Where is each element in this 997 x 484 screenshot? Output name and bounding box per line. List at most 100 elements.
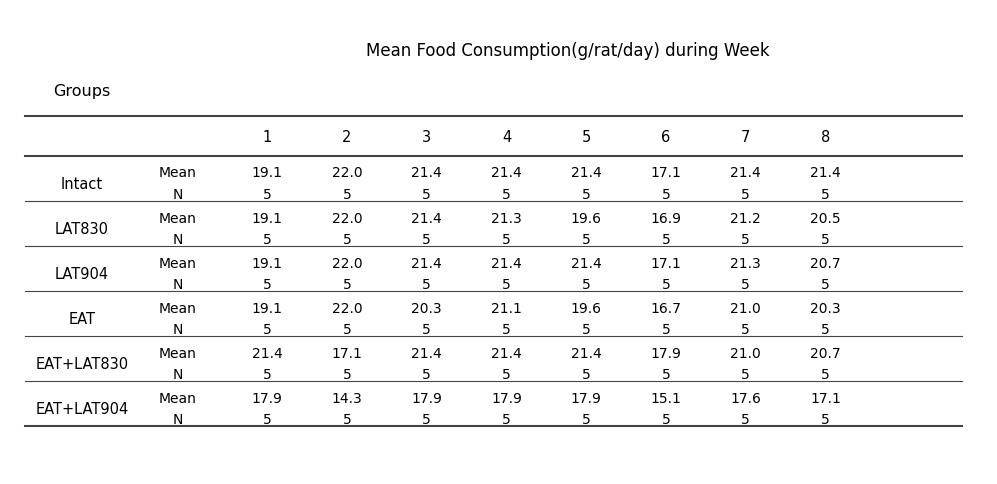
Text: 5: 5	[263, 277, 271, 291]
Text: 17.9: 17.9	[571, 392, 601, 406]
Text: 5: 5	[423, 232, 431, 246]
Text: 21.4: 21.4	[571, 166, 601, 181]
Text: 21.4: 21.4	[412, 212, 442, 226]
Text: 5: 5	[582, 412, 590, 426]
Text: 17.1: 17.1	[811, 392, 840, 406]
Text: 17.9: 17.9	[412, 392, 442, 406]
Text: 21.0: 21.0	[731, 302, 761, 316]
Text: 5: 5	[582, 277, 590, 291]
Text: 21.4: 21.4	[731, 166, 761, 181]
Text: 1: 1	[262, 131, 272, 145]
Text: 5: 5	[662, 412, 670, 426]
Text: 19.1: 19.1	[251, 257, 283, 271]
Text: 5: 5	[742, 277, 750, 291]
Text: 15.1: 15.1	[651, 392, 681, 406]
Text: 22.0: 22.0	[332, 302, 362, 316]
Text: 5: 5	[582, 187, 590, 201]
Text: 21.3: 21.3	[492, 212, 521, 226]
Text: 5: 5	[423, 412, 431, 426]
Text: 5: 5	[822, 322, 830, 336]
Text: 19.6: 19.6	[570, 212, 602, 226]
Text: 21.4: 21.4	[811, 166, 840, 181]
Text: Mean: Mean	[159, 392, 196, 406]
Text: N: N	[172, 277, 182, 291]
Text: 5: 5	[502, 367, 510, 381]
Text: 5: 5	[742, 367, 750, 381]
Text: EAT+LAT904: EAT+LAT904	[35, 402, 129, 417]
Text: 5: 5	[502, 322, 510, 336]
Text: 21.3: 21.3	[731, 257, 761, 271]
Text: Groups: Groups	[53, 85, 111, 99]
Text: 16.7: 16.7	[651, 302, 681, 316]
Text: 5: 5	[582, 322, 590, 336]
Text: 21.4: 21.4	[492, 166, 521, 181]
Text: 5: 5	[343, 277, 351, 291]
Text: 21.4: 21.4	[412, 166, 442, 181]
Text: Mean Food Consumption(g/rat/day) during Week: Mean Food Consumption(g/rat/day) during …	[367, 42, 770, 60]
Text: 16.9: 16.9	[650, 212, 682, 226]
Text: 5: 5	[343, 412, 351, 426]
Text: N: N	[172, 412, 182, 426]
Text: N: N	[172, 232, 182, 246]
Text: 5: 5	[263, 367, 271, 381]
Text: Mean: Mean	[159, 302, 196, 316]
Text: 5: 5	[581, 131, 591, 145]
Text: 21.4: 21.4	[492, 257, 521, 271]
Text: N: N	[172, 322, 182, 336]
Text: 5: 5	[662, 232, 670, 246]
Text: 21.4: 21.4	[571, 347, 601, 361]
Text: 22.0: 22.0	[332, 166, 362, 181]
Text: 17.1: 17.1	[651, 166, 681, 181]
Text: 17.9: 17.9	[252, 392, 282, 406]
Text: 19.1: 19.1	[251, 212, 283, 226]
Text: 21.4: 21.4	[412, 257, 442, 271]
Text: 4: 4	[501, 131, 511, 145]
Text: 5: 5	[343, 187, 351, 201]
Text: 5: 5	[822, 412, 830, 426]
Text: 5: 5	[822, 367, 830, 381]
Text: EAT: EAT	[68, 312, 96, 327]
Text: Mean: Mean	[159, 212, 196, 226]
Text: 20.7: 20.7	[811, 347, 840, 361]
Text: 22.0: 22.0	[332, 257, 362, 271]
Text: 5: 5	[423, 322, 431, 336]
Text: 8: 8	[821, 131, 831, 145]
Text: 5: 5	[742, 412, 750, 426]
Text: 5: 5	[662, 322, 670, 336]
Text: 21.4: 21.4	[492, 347, 521, 361]
Text: 17.9: 17.9	[651, 347, 681, 361]
Text: 17.1: 17.1	[332, 347, 362, 361]
Text: 5: 5	[263, 187, 271, 201]
Text: 5: 5	[263, 322, 271, 336]
Text: 2: 2	[342, 131, 352, 145]
Text: 5: 5	[502, 187, 510, 201]
Text: 5: 5	[343, 367, 351, 381]
Text: 5: 5	[822, 232, 830, 246]
Text: 5: 5	[263, 232, 271, 246]
Text: 5: 5	[662, 367, 670, 381]
Text: 19.1: 19.1	[251, 302, 283, 316]
Text: 5: 5	[822, 187, 830, 201]
Text: 5: 5	[343, 232, 351, 246]
Text: 5: 5	[423, 277, 431, 291]
Text: 5: 5	[742, 322, 750, 336]
Text: 6: 6	[661, 131, 671, 145]
Text: 5: 5	[662, 277, 670, 291]
Text: 5: 5	[343, 322, 351, 336]
Text: LAT830: LAT830	[55, 222, 109, 237]
Text: 20.3: 20.3	[412, 302, 442, 316]
Text: N: N	[172, 367, 182, 381]
Text: 7: 7	[741, 131, 751, 145]
Text: Mean: Mean	[159, 257, 196, 271]
Text: 5: 5	[742, 187, 750, 201]
Text: 5: 5	[822, 277, 830, 291]
Text: 20.3: 20.3	[811, 302, 840, 316]
Text: 5: 5	[423, 367, 431, 381]
Text: 21.2: 21.2	[731, 212, 761, 226]
Text: 17.1: 17.1	[651, 257, 681, 271]
Text: 17.9: 17.9	[492, 392, 521, 406]
Text: 5: 5	[423, 187, 431, 201]
Text: 17.6: 17.6	[731, 392, 761, 406]
Text: Mean: Mean	[159, 347, 196, 361]
Text: 19.1: 19.1	[251, 166, 283, 181]
